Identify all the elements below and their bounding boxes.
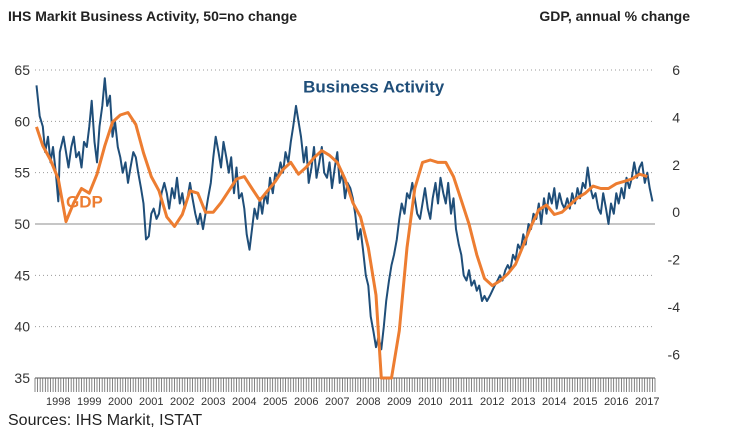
business-activity-label: Business Activity	[303, 78, 445, 97]
right-tick-label: 0	[672, 204, 680, 220]
left-tick-label: 55	[14, 165, 30, 181]
x-tick-label-2003: 2003	[201, 396, 225, 408]
business-activity-line	[35, 77, 654, 351]
x-tick-label-2017: 2017	[635, 396, 659, 408]
x-tick-label-2012: 2012	[480, 396, 504, 408]
right-tick-label: 4	[672, 109, 680, 125]
x-tick-label-2008: 2008	[356, 396, 380, 408]
left-tick-label: 40	[14, 319, 30, 335]
x-tick-label-2001: 2001	[139, 396, 163, 408]
x-tick-label-2005: 2005	[263, 396, 287, 408]
x-tick-label-1999: 1999	[77, 396, 101, 408]
x-tick-label-2004: 2004	[232, 396, 256, 408]
right-tick-label: 2	[672, 157, 680, 173]
x-tick-label-2014: 2014	[542, 396, 566, 408]
left-tick-label: 65	[14, 62, 30, 78]
x-tick-label-1998: 1998	[46, 396, 70, 408]
x-tick-label-2016: 2016	[604, 396, 628, 408]
left-tick-label: 60	[14, 113, 30, 129]
x-tick-label-2006: 2006	[294, 396, 318, 408]
x-tick-label-2013: 2013	[511, 396, 535, 408]
x-tick-label-2000: 2000	[108, 396, 132, 408]
right-tick-label: -2	[668, 252, 681, 268]
x-tick-label-2010: 2010	[418, 396, 442, 408]
x-tick-label-2011: 2011	[449, 396, 473, 408]
x-tick-label-2015: 2015	[573, 396, 597, 408]
gdp-label: GDP	[66, 193, 103, 212]
source-note: Sources: IHS Markit, ISTAT	[8, 412, 203, 429]
left-tick-label: 35	[14, 370, 30, 386]
right-tick-label: 6	[672, 62, 680, 78]
left-tick-label: 45	[14, 267, 30, 283]
chart-title-left: IHS Markit Business Activity, 50=no chan…	[8, 8, 298, 24]
right-tick-label: -4	[668, 299, 681, 315]
x-tick-label-2009: 2009	[387, 396, 411, 408]
right-tick-label: -6	[668, 346, 681, 362]
chart-title-right: GDP, annual % change	[539, 8, 690, 24]
x-tick-label-2007: 2007	[325, 396, 349, 408]
x-tick-label-2002: 2002	[170, 396, 194, 408]
gdp-line	[35, 111, 648, 380]
left-tick-label: 50	[14, 216, 30, 232]
